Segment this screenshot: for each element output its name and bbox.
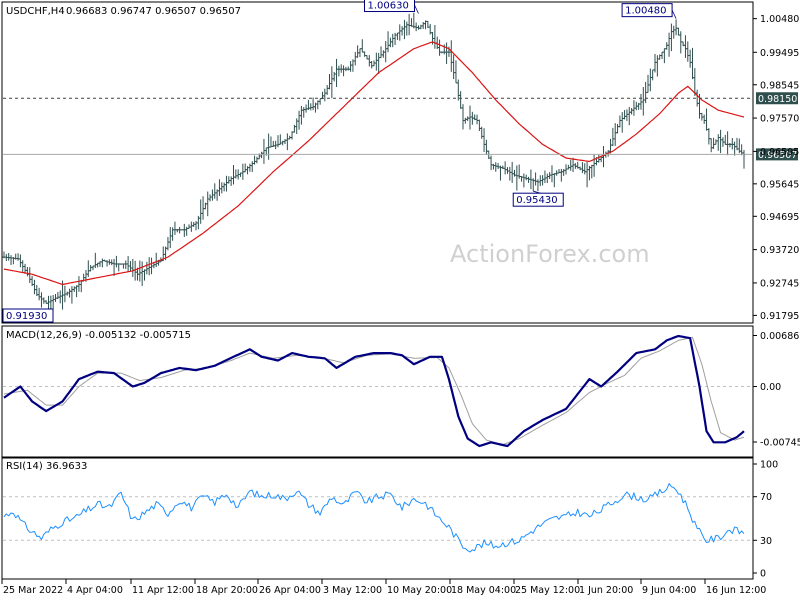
price-callout-box — [621, 3, 673, 18]
price-y-tick-label: 0.99495 — [760, 48, 799, 59]
x-tick-label: 3 May 12:00 — [323, 585, 382, 596]
price-callout-leader — [671, 9, 677, 19]
price-pane — [1, 1, 754, 324]
price-callout-label: 1.00630 — [367, 1, 408, 12]
price-level-tag — [756, 148, 798, 161]
price-y-tick-label: 0.97570 — [760, 114, 799, 125]
price-y-tick-label: 1.00480 — [760, 14, 799, 25]
price-y-tick-label: 0.95645 — [760, 179, 799, 190]
price-level-tag-label: 0.96507 — [758, 150, 797, 161]
price-level-tag-label: 0.98150 — [758, 94, 797, 105]
rsi-y-tick-label: 70 — [760, 492, 772, 503]
x-tick-label: 18 Apr 20:00 — [196, 585, 258, 596]
macd-y-tick-label: -0.007454 — [760, 437, 800, 448]
watermark: ActionForex.com — [450, 240, 650, 268]
x-tick-label: 4 Apr 04:00 — [67, 585, 123, 596]
price-callout-label: 1.00480 — [625, 6, 666, 17]
price-header-symbol: USDCHF,H4 — [6, 6, 65, 17]
price-callout-leader — [414, 4, 419, 14]
price-y-tick-label: 0.92745 — [760, 278, 799, 289]
macd-layer — [3, 334, 752, 448]
macd-title: MACD(12,26,9) -0.005132 -0.005715 — [6, 330, 191, 341]
rsi-y-tick-label: 100 — [760, 460, 778, 471]
price-y-tick-label: 0.93720 — [760, 245, 799, 256]
rsi-line — [3, 483, 745, 553]
macd-main-line — [3, 334, 745, 448]
macd-signal-line — [3, 336, 745, 446]
price-callout-label: 0.91930 — [6, 311, 47, 322]
macd-pane — [1, 325, 754, 458]
macd-y-tick-label: 0.006861 — [760, 331, 800, 342]
price-y-tick-label: 0.98545 — [760, 80, 799, 91]
rsi-y-tick-label: 0 — [760, 569, 766, 580]
price-callout-box — [512, 192, 564, 207]
x-tick-label: 1 Jun 20:00 — [579, 585, 633, 596]
price-header-ohlc: 0.96683 0.96747 0.96507 0.96507 — [66, 6, 241, 17]
price-callout-label: 0.95430 — [516, 195, 557, 206]
x-tick-label: 11 Apr 12:00 — [132, 585, 194, 596]
price-callout-box — [363, 0, 415, 13]
price-y-tick-label: 0.94695 — [760, 212, 799, 223]
price-level-tag — [756, 92, 798, 105]
rsi-layer — [3, 483, 752, 553]
price-callout-box — [2, 308, 54, 323]
x-tick-label: 16 Jun 12:00 — [706, 585, 766, 596]
price-y-tick-label: 0.91795 — [760, 311, 799, 322]
x-tick-label: 18 May 04:00 — [451, 585, 516, 596]
rsi-title: RSI(14) 36.9633 — [6, 461, 87, 472]
axis-layer: 0.98150 0.96507 1.00480 0.99495 0.98545 0.975… — [1, 14, 800, 596]
x-tick-label: 25 Mar 2022 — [3, 585, 63, 596]
x-tick-label: 25 May 12:00 — [515, 585, 580, 596]
rsi-y-tick-label: 30 — [760, 536, 772, 547]
x-tick-label: 10 May 20:00 — [387, 585, 452, 596]
moving-average-line — [3, 41, 745, 286]
macd-y-tick-label: 0.00 — [760, 382, 781, 393]
x-tick-label: 26 Apr 04:00 — [259, 585, 321, 596]
rsi-pane — [1, 457, 754, 580]
x-tick-label: 9 Jun 04:00 — [642, 585, 696, 596]
price-layer: 1.00630 1.00480 0.95430 0.91930 — [2, 0, 752, 323]
price-y-tick-label: 0.96595 — [760, 147, 799, 158]
